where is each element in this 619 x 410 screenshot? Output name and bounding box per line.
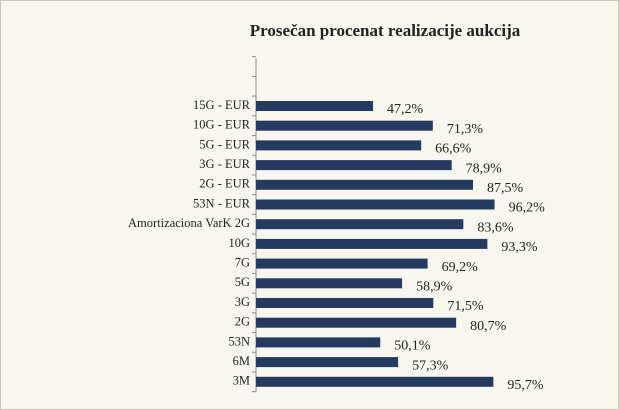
category-label: Amortizaciona VarK 2G — [128, 216, 250, 230]
bar — [256, 278, 403, 289]
bar — [256, 376, 494, 387]
bar — [256, 101, 374, 111]
data-label: 80,7% — [470, 319, 507, 334]
data-label: 69,2% — [442, 260, 479, 275]
data-label: 71,3% — [447, 122, 484, 137]
category-label: 3G — [235, 295, 250, 309]
category-label: 7G — [235, 255, 250, 269]
bar — [256, 317, 457, 328]
bar — [256, 140, 422, 151]
bar — [256, 179, 473, 190]
category-label: 15G - EUR — [193, 98, 251, 112]
category-label: 6M — [233, 354, 250, 368]
category-label: 53N - EUR — [193, 196, 251, 210]
category-label: 10G - EUR — [193, 118, 251, 132]
bar — [256, 258, 428, 269]
category-label: 3G - EUR — [199, 157, 250, 171]
category-label: 2G - EUR — [199, 177, 250, 191]
category-label: 5G — [235, 275, 250, 289]
data-label: 95,7% — [507, 378, 544, 393]
category-label: 3M — [233, 374, 250, 388]
data-label: 96,2% — [509, 201, 546, 216]
data-label: 93,3% — [501, 240, 538, 255]
bar — [256, 357, 399, 368]
category-label: 2G — [235, 315, 250, 329]
bar — [256, 337, 381, 348]
data-label: 47,2% — [387, 102, 424, 117]
data-label: 66,6% — [435, 142, 472, 157]
chart-title: Prosečan procenat realizacije aukcija — [250, 21, 521, 40]
category-label: 10G — [228, 236, 250, 250]
bar — [256, 298, 434, 308]
data-label: 71,5% — [447, 299, 484, 314]
data-label: 83,6% — [477, 220, 514, 235]
bar — [256, 160, 452, 171]
data-label: 87,5% — [487, 181, 524, 196]
bar — [256, 238, 488, 249]
bar — [256, 199, 495, 210]
data-label: 57,3% — [412, 358, 449, 373]
data-label: 50,1% — [394, 339, 431, 354]
category-label: 5G - EUR — [199, 137, 250, 151]
category-label: 53N — [228, 334, 250, 348]
data-label: 58,9% — [416, 280, 453, 295]
data-label: 78,9% — [466, 161, 503, 176]
bar — [256, 120, 433, 131]
bar — [256, 219, 464, 230]
